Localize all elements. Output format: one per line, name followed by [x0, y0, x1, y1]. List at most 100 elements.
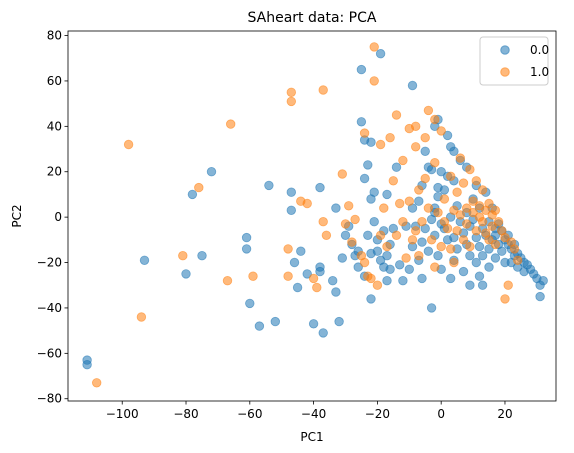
data-point — [414, 250, 424, 261]
data-point — [296, 246, 306, 256]
data-point — [465, 241, 475, 252]
data-point — [337, 169, 348, 179]
data-point — [353, 262, 363, 272]
data-point — [123, 139, 134, 150]
data-point — [455, 153, 466, 163]
data-point — [446, 273, 456, 284]
y-tick-label: 20 — [47, 165, 62, 179]
data-point — [401, 253, 411, 263]
data-point — [283, 244, 293, 254]
data-point — [328, 276, 338, 286]
data-point — [359, 173, 370, 184]
data-point — [347, 237, 357, 247]
data-point — [411, 142, 421, 152]
data-point — [407, 235, 418, 245]
data-point — [404, 264, 415, 275]
data-point — [455, 210, 466, 220]
data-point — [417, 216, 427, 227]
data-point — [350, 214, 360, 225]
data-point — [356, 117, 367, 127]
data-point — [490, 253, 501, 263]
data-point — [245, 298, 255, 309]
data-point — [484, 198, 494, 209]
data-point — [315, 182, 325, 193]
data-point — [359, 257, 370, 268]
series-1.0 — [91, 42, 523, 388]
data-point — [433, 182, 443, 193]
data-point — [497, 246, 507, 256]
y-tick-label: 40 — [47, 119, 62, 133]
x-tick-label: −80 — [173, 407, 198, 421]
data-point — [337, 253, 348, 263]
legend-label: 1.0 — [530, 65, 549, 79]
data-point — [375, 139, 386, 150]
data-point — [420, 173, 430, 184]
data-point — [426, 235, 437, 245]
data-point — [407, 80, 418, 91]
data-point — [270, 316, 281, 327]
data-point — [500, 232, 510, 243]
data-point — [449, 146, 459, 157]
data-point — [462, 203, 472, 213]
data-point — [430, 262, 440, 272]
series-0.0 — [82, 49, 548, 370]
data-point — [513, 255, 523, 265]
data-point — [388, 176, 399, 186]
data-point — [417, 237, 427, 247]
data-point — [420, 132, 430, 143]
data-point — [423, 105, 434, 116]
data-point — [363, 160, 373, 170]
data-point — [433, 250, 443, 261]
data-point — [136, 312, 147, 322]
data-point — [225, 119, 236, 129]
data-point — [391, 230, 402, 241]
x-axis-label: PC1 — [300, 430, 323, 444]
data-point — [187, 189, 198, 200]
data-point — [404, 196, 415, 206]
legend-marker — [500, 45, 510, 55]
data-point — [178, 250, 188, 261]
data-point — [477, 280, 488, 290]
data-point — [446, 244, 456, 254]
data-point — [308, 319, 319, 329]
data-point — [423, 203, 434, 213]
data-point — [452, 226, 462, 236]
data-point — [436, 126, 446, 136]
x-tick-label: −20 — [365, 407, 390, 421]
y-tick-label: 0 — [54, 210, 62, 224]
data-point — [382, 241, 392, 252]
data-point — [468, 196, 478, 206]
data-point — [442, 130, 453, 141]
axes-layer: −100 −80 −60 −40 −20 0 20 −80 −60 −40 −20 0 20 40 60 80 — [37, 29, 557, 421]
data-point — [474, 201, 485, 211]
data-point — [369, 42, 379, 52]
data-point — [308, 273, 319, 284]
data-point — [248, 271, 258, 281]
data-point — [500, 294, 510, 304]
data-point — [487, 221, 497, 231]
data-point — [194, 182, 204, 193]
data-point — [286, 205, 297, 216]
y-tick-label: −60 — [37, 346, 62, 360]
data-point — [484, 262, 494, 272]
data-point — [477, 250, 488, 261]
data-point — [286, 87, 297, 98]
data-point — [385, 264, 395, 275]
data-point — [379, 203, 389, 213]
data-point — [318, 328, 328, 338]
data-point — [340, 219, 351, 229]
data-point — [436, 166, 446, 177]
data-point — [493, 216, 504, 227]
y-tick-label: 80 — [47, 29, 62, 43]
data-point — [292, 282, 303, 293]
data-point — [264, 180, 274, 191]
data-point — [241, 244, 252, 254]
data-point — [398, 216, 408, 227]
data-point — [382, 276, 392, 286]
data-point — [474, 241, 485, 252]
x-tick-label: −40 — [301, 407, 326, 421]
data-point — [430, 157, 440, 168]
data-point — [363, 230, 373, 241]
points-layer — [82, 42, 548, 388]
data-point — [474, 271, 485, 281]
